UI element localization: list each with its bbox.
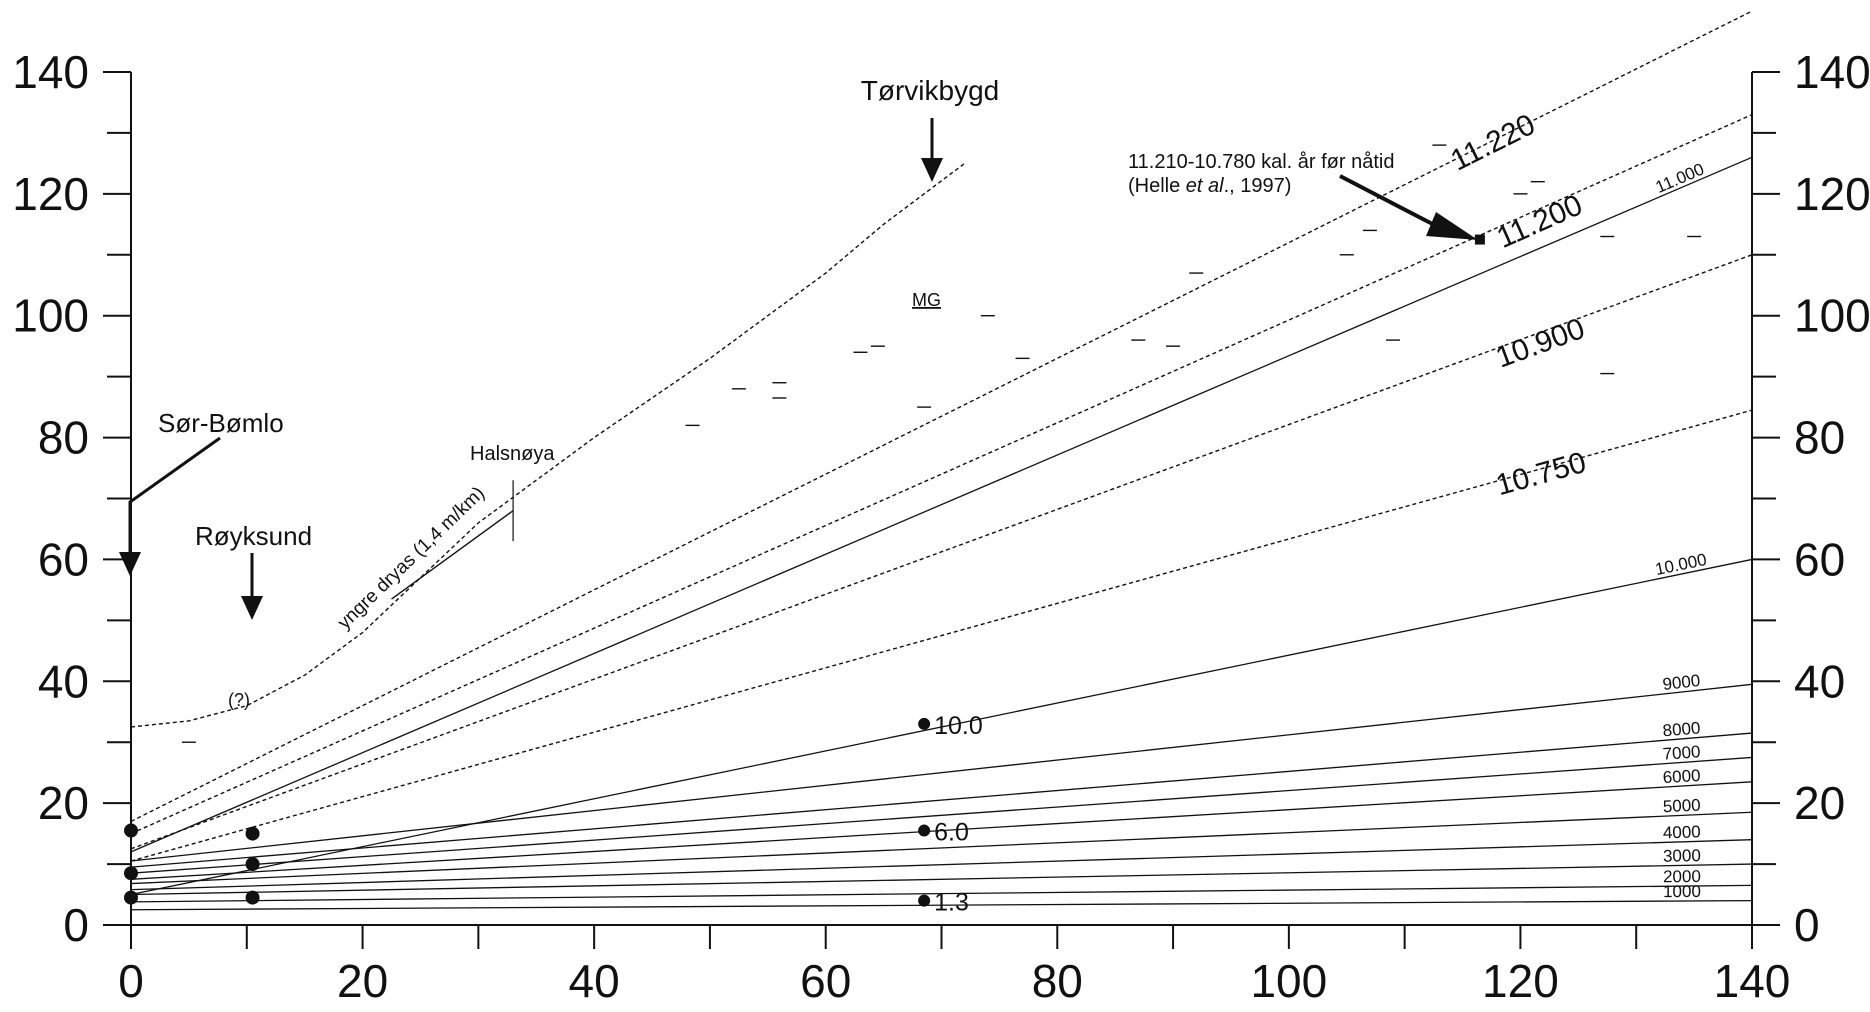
series-label-11-220: 11.220	[1446, 108, 1541, 178]
y-tick-label-left: 140	[12, 46, 89, 98]
sor-bomlo-arrow	[128, 436, 221, 560]
roykesund-arrowhead	[241, 596, 263, 620]
halsnoya-label: Halsnøya	[470, 443, 555, 465]
y-tick-label-right: 100	[1794, 290, 1870, 342]
series-label-11-200: 11.200	[1492, 188, 1587, 254]
y-tick-label-right: 20	[1794, 777, 1845, 829]
y-tick-label-right: 60	[1794, 533, 1845, 585]
series-line-3000	[130, 863, 1753, 896]
data-point	[124, 890, 138, 905]
data-point-label: 6.0	[934, 819, 969, 847]
series-line-11-000	[130, 156, 1753, 853]
y-tick-label-left: 20	[38, 777, 89, 829]
series-label-5000: 5000	[1662, 796, 1701, 817]
y-tick-label-left: 0	[63, 899, 89, 951]
series-label-11-000: 11.000	[1653, 160, 1707, 197]
x-tick-label: 120	[1482, 955, 1559, 1007]
series-label-7000: 7000	[1662, 742, 1701, 764]
data-point	[918, 824, 931, 837]
y-tick-label-left: 100	[12, 290, 89, 342]
data-point	[918, 894, 931, 907]
torvikbygd-label: Tørvikbygd	[861, 75, 999, 106]
series-label-1000: 1000	[1663, 882, 1701, 901]
x-tick-label: 0	[118, 955, 144, 1007]
y-tick-label-left: 80	[38, 412, 89, 464]
series-line-11-220	[130, 10, 1753, 823]
series-line-7000	[130, 756, 1753, 874]
series-line-2000	[130, 884, 1753, 903]
series-label-3000: 3000	[1663, 846, 1701, 866]
series-label-6000: 6000	[1662, 766, 1701, 787]
series-line-10-750	[130, 409, 1753, 862]
data-point	[245, 857, 260, 872]
annotations: Tørvikbygd Sør-Bømlo Røyksund Halsnøya y…	[119, 75, 1478, 710]
sor-bomlo-arrowhead	[119, 552, 141, 576]
points-layer: 10.0 6.0 1.3	[124, 234, 1485, 917]
sor-bomlo-label: Sør-Bømlo	[158, 408, 284, 438]
y-tick-label-right: 0	[1794, 899, 1820, 951]
series-label-9000: 9000	[1662, 671, 1702, 694]
series-line-1000	[130, 899, 1753, 911]
reference-arrowhead	[1426, 212, 1478, 240]
data-point	[124, 823, 138, 838]
series-label-4000: 4000	[1663, 822, 1701, 842]
y-tick-label-left: 40	[38, 655, 89, 707]
series-line-10-000	[130, 558, 1753, 896]
series-line-4000	[130, 839, 1753, 891]
y-tick-label-right: 120	[1794, 168, 1870, 220]
x-tick-label: 100	[1250, 955, 1327, 1007]
mg-label: MG	[912, 290, 941, 310]
series-label-2000: 2000	[1663, 867, 1701, 886]
x-tick-label: 20	[337, 955, 388, 1007]
series-label-8000: 8000	[1662, 718, 1701, 740]
x-tick-label: 60	[800, 955, 851, 1007]
reference-arrow	[1339, 174, 1447, 233]
data-point	[245, 826, 260, 841]
series-line-5000	[130, 811, 1753, 885]
question-label: (?)	[228, 690, 250, 710]
x-tick-label: 40	[569, 955, 620, 1007]
data-point	[918, 717, 931, 730]
y-tick-label-left: 60	[38, 533, 89, 585]
series-layer: 11.00010.0009000800070006000500040003000…	[130, 10, 1753, 911]
data-point-label: 10.0	[934, 712, 983, 740]
reference-line-2: (Helle et al., 1997)	[1128, 175, 1291, 197]
torvikbygd-arrowhead	[921, 158, 943, 182]
roykesund-label: Røyksund	[195, 521, 312, 551]
halsnoya-segment	[391, 510, 514, 600]
y-tick-label-right: 80	[1794, 412, 1845, 464]
y-tick-label-right: 40	[1794, 655, 1845, 707]
x-tick-label: 80	[1032, 955, 1083, 1007]
data-point	[124, 866, 138, 881]
series-line-11-200	[130, 114, 1753, 835]
data-point-label: 1.3	[934, 889, 969, 917]
y-tick-label-right: 140	[1794, 46, 1870, 98]
series-label-10-750: 10.750	[1492, 446, 1589, 502]
series-line-8000	[130, 732, 1753, 868]
data-point	[245, 890, 260, 905]
marks-layer	[181, 144, 1702, 743]
reference-square-point	[1474, 234, 1485, 245]
series-line-6000	[130, 781, 1753, 880]
series-line-yngre-dryas	[130, 162, 966, 728]
series-line-10-900	[130, 254, 1753, 850]
yngre-dryas-label: yngre dryas (1,4 m/km)	[334, 483, 489, 634]
series-label-10-900: 10.900	[1492, 312, 1590, 375]
series-line-9000	[130, 683, 1753, 862]
y-tick-label-left: 120	[12, 168, 89, 220]
reference-line-1: 11.210-10.780 kal. år før nåtid	[1128, 151, 1394, 173]
x-tick-label: 140	[1714, 955, 1791, 1007]
